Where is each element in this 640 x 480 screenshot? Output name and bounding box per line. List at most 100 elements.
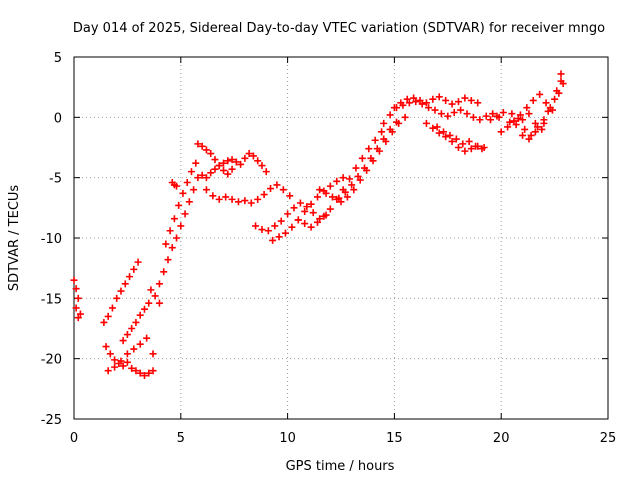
data-point [170, 215, 178, 223]
data-point [531, 119, 539, 127]
data-point [540, 119, 548, 127]
data-point [378, 128, 386, 136]
data-point [544, 107, 552, 115]
data-point [187, 168, 195, 176]
data-point [527, 131, 535, 139]
data-point [111, 363, 119, 371]
data-point [463, 110, 471, 118]
y-axis-label: SDTVAR / TECUs [7, 185, 22, 292]
data-point [435, 129, 443, 137]
data-point [435, 93, 443, 101]
data-point [523, 104, 531, 112]
data-point [474, 99, 482, 107]
data-point [504, 123, 512, 131]
x-axis-label: GPS time / hours [286, 459, 395, 474]
data-point [132, 318, 140, 326]
data-point [207, 150, 215, 158]
data-point [228, 195, 236, 203]
data-point [149, 350, 157, 358]
data-point [273, 181, 281, 189]
data-point [128, 364, 136, 372]
data-point [320, 212, 328, 220]
data-point [328, 193, 336, 201]
data-point [546, 104, 554, 112]
data-point [307, 223, 315, 231]
data-point [429, 95, 437, 103]
data-point [442, 96, 450, 104]
data-point [416, 96, 424, 104]
data-point [467, 145, 475, 153]
data-point [422, 99, 430, 107]
data-point [76, 310, 84, 318]
x-tick-label: 20 [493, 431, 510, 446]
data-point [314, 193, 322, 201]
data-point [160, 268, 168, 276]
data-point [363, 166, 371, 174]
data-point [269, 236, 277, 244]
x-tick-label: 15 [386, 431, 403, 446]
data-point [209, 192, 217, 200]
data-point [450, 109, 458, 117]
data-point [482, 112, 490, 120]
data-point [72, 285, 80, 293]
data-point [369, 157, 377, 165]
data-point [395, 119, 403, 127]
data-point [403, 95, 411, 103]
data-point [252, 222, 260, 230]
y-tick-label: -10 [41, 232, 62, 247]
data-point [149, 367, 157, 375]
data-point [348, 181, 356, 189]
data-point [326, 182, 334, 190]
data-point [123, 331, 131, 339]
data-point [254, 195, 262, 203]
data-point [134, 258, 142, 266]
data-point [309, 209, 317, 217]
data-point [493, 112, 501, 120]
data-points [70, 70, 567, 380]
data-point [531, 128, 539, 136]
data-point [301, 220, 309, 228]
data-point [478, 145, 486, 153]
data-point [341, 188, 349, 196]
data-point [519, 116, 527, 124]
data-point [121, 280, 129, 288]
data-point [74, 294, 82, 302]
data-point [356, 176, 364, 184]
data-point [175, 201, 183, 209]
data-point [508, 110, 516, 118]
data-point [104, 367, 112, 375]
y-tick-label: 5 [54, 51, 62, 66]
data-point [145, 369, 153, 377]
data-point [397, 99, 405, 107]
data-point [215, 195, 223, 203]
data-point [271, 222, 279, 230]
data-point [260, 191, 268, 199]
data-point [130, 265, 138, 273]
data-point [136, 340, 144, 348]
data-point [499, 109, 507, 117]
data-point [551, 95, 559, 103]
data-point [352, 164, 360, 172]
data-point [183, 178, 191, 186]
data-point [237, 160, 245, 168]
y-tick-label: -15 [41, 292, 62, 307]
data-point [519, 131, 527, 139]
data-point [525, 135, 533, 143]
data-point [140, 305, 148, 313]
data-point [446, 131, 454, 139]
data-point [198, 171, 206, 179]
data-point [241, 154, 249, 162]
data-point [128, 325, 136, 332]
data-point [140, 372, 148, 380]
data-point [119, 362, 127, 370]
data-point [179, 189, 187, 197]
data-point [476, 116, 484, 124]
data-point [316, 215, 324, 223]
data-point [514, 115, 522, 123]
data-point [418, 100, 426, 108]
data-point [222, 193, 230, 201]
data-point [164, 256, 172, 264]
data-point [254, 157, 262, 165]
data-point [307, 200, 315, 208]
